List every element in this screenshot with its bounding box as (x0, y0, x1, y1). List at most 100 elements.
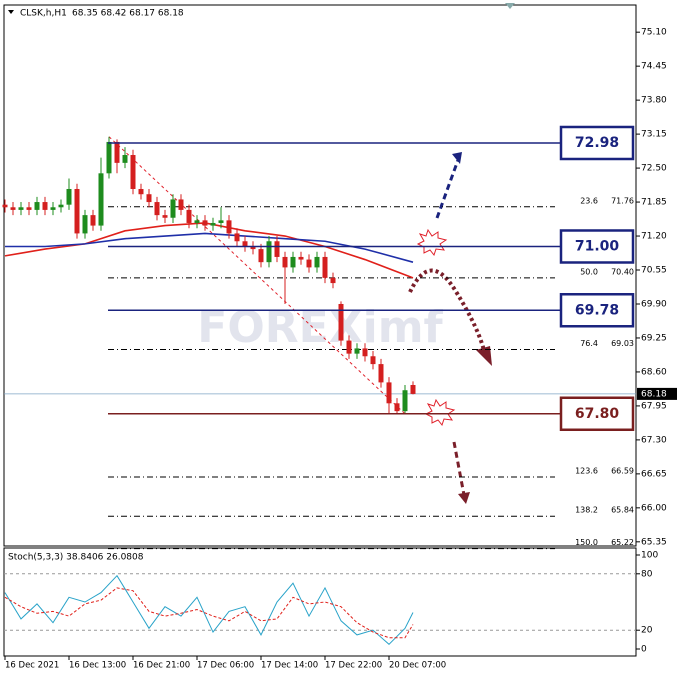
price-panel (3, 4, 637, 547)
fib-ratio: 23.6 (580, 196, 598, 205)
y-tick-label: 66.00 (641, 503, 667, 513)
level-label: 72.98 (575, 135, 619, 151)
y-tick-label: 65.35 (641, 537, 667, 547)
x-tick-label: 17 Dec 06:00 (197, 661, 254, 671)
candle-body (378, 364, 384, 383)
candle-body (354, 348, 360, 354)
level-label: 67.80 (575, 406, 620, 422)
fib-ratio: 50.0 (580, 267, 598, 276)
y-tick-label: 72.50 (641, 164, 667, 174)
candle-body (410, 385, 416, 394)
candle-body (98, 173, 104, 226)
x-tick-label: 16 Dec 13:00 (69, 661, 126, 671)
candle-body (370, 356, 376, 365)
candle-body (18, 207, 24, 210)
candle-body (242, 241, 248, 247)
candle-body (90, 215, 96, 226)
candle-body (114, 141, 120, 163)
candle-body (26, 207, 32, 210)
candle-body (362, 348, 368, 357)
candle-body (58, 204, 64, 208)
candle-body (282, 256, 288, 268)
x-tick-label: 17 Dec 22:00 (325, 661, 382, 671)
fib-price: 71.76 (611, 196, 634, 205)
current-price-label: 68.18 (641, 389, 667, 399)
y-tick-label: 68.60 (641, 367, 667, 377)
y-tick-label: 73.80 (641, 96, 667, 106)
arrow-up (435, 159, 460, 219)
candle-body (402, 390, 408, 412)
candle-body (298, 256, 304, 260)
candle-body (138, 188, 144, 195)
fib-price: 65.84 (611, 506, 634, 515)
fib-ratio: 76.4 (580, 339, 598, 348)
candle-body (34, 202, 40, 210)
candle-body (42, 202, 48, 210)
y-tick-label: 100 (641, 551, 658, 561)
candle-body (250, 246, 256, 250)
menu-arrow (8, 10, 14, 14)
candle-body (202, 220, 208, 226)
level-box (559, 125, 635, 161)
y-tick-label: 66.65 (641, 469, 667, 479)
y-tick-label: 73.15 (641, 130, 667, 140)
level-box (559, 396, 635, 432)
level-label: 69.78 (575, 302, 619, 318)
candle-body (314, 256, 320, 268)
fib-price: 70.40 (611, 267, 634, 276)
arrow-head (452, 152, 462, 164)
fib-price: 66.59 (611, 467, 634, 476)
y-tick-label: 70.55 (641, 266, 667, 276)
candle-body (346, 340, 352, 354)
scroll-marker (505, 3, 515, 9)
candle-body (178, 199, 184, 210)
candle-body (258, 249, 264, 263)
stoch-panel (3, 547, 637, 657)
candle-body (274, 241, 280, 257)
y-tick-label: 80 (641, 569, 653, 579)
arrow-head (476, 346, 492, 366)
candle-body (162, 215, 168, 218)
candle-body (218, 220, 224, 223)
fib-ratio: 123.6 (575, 467, 598, 476)
fib-ratio: 150.0 (575, 538, 598, 547)
candle-body (154, 202, 160, 216)
candle-body (170, 199, 176, 218)
level-label: 71.00 (575, 238, 620, 254)
y-tick-label: 67.30 (641, 435, 667, 445)
fib-ratio: 138.2 (575, 506, 598, 515)
x-tick-label: 16 Dec 2021 (5, 661, 59, 671)
moving-average (5, 232, 414, 263)
symbol: CLSK,h,H1 (20, 9, 67, 19)
fib-trend (108, 136, 406, 415)
candle-body (266, 241, 272, 263)
burst (424, 398, 456, 427)
candle-body (82, 215, 88, 234)
arrow-down (452, 441, 466, 496)
level-box (559, 229, 635, 264)
candle-body (194, 220, 200, 223)
y-tick-label: 67.95 (641, 401, 667, 411)
candle-body (130, 155, 136, 189)
stoch-line (4, 574, 414, 645)
candle-body (210, 222, 216, 226)
x-tick-label: 20 Dec 07:00 (389, 661, 446, 671)
candle-body (322, 256, 328, 278)
candle-body (122, 155, 128, 163)
candle-body (394, 403, 400, 412)
y-tick-label: 71.20 (641, 232, 667, 242)
y-tick-label: 0 (641, 645, 647, 655)
candle-body (234, 233, 240, 242)
level-box (559, 293, 635, 328)
stoch-line (4, 587, 414, 639)
candle-body (338, 303, 344, 341)
stoch-title: Stoch(5,3,3) 38.8406 26.0808 (8, 553, 144, 563)
ohlc: 68.35 68.42 68.17 68.18 (72, 9, 184, 19)
candle-body (2, 204, 8, 208)
candle-body (330, 277, 336, 284)
arrow-head (458, 492, 470, 504)
fib-price: 65.22 (611, 538, 634, 547)
candle-body (106, 141, 112, 174)
y-tick-label: 74.45 (641, 62, 667, 72)
